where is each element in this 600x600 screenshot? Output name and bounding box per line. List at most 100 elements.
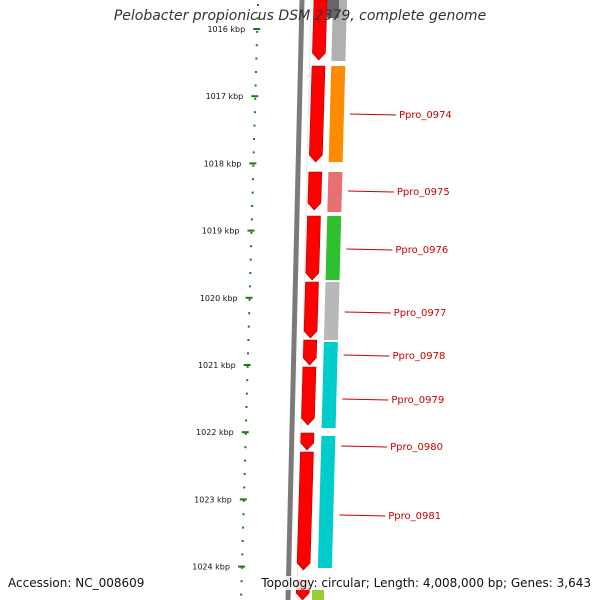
scale-tick-label: 1022 kbp [196, 428, 234, 437]
gene-leader-line [343, 354, 390, 357]
gene-label: Ppro_0974 [399, 110, 452, 121]
minor-tick [248, 312, 251, 315]
gene-label: Ppro_0978 [393, 351, 446, 362]
major-tick [253, 28, 261, 30]
minor-tick [243, 486, 246, 489]
minor-tick [240, 566, 243, 569]
minor-tick [248, 298, 251, 301]
minor-tick [253, 138, 256, 140]
cds-track-group [295, 0, 328, 600]
scale-tick-label: 1018 kbp [204, 159, 242, 168]
cog-block [327, 172, 343, 212]
cog-block [321, 342, 338, 428]
gene-labels-group: Ppro_0974 Ppro_0975 Ppro_0976 Ppro_0977 Ppro… [339, 110, 452, 522]
cds-arrow [303, 281, 319, 339]
gene-label: Ppro_0976 [395, 245, 448, 256]
cog-block-bottom [312, 590, 324, 600]
scale-tick-label: 1023 kbp [194, 495, 232, 504]
gene-label: Ppro_0975 [397, 187, 450, 198]
minor-tick [243, 473, 246, 475]
gene-label: Ppro_0981 [388, 511, 441, 522]
minor-tick [249, 272, 252, 274]
minor-tick [245, 392, 248, 395]
cds-arrow [309, 65, 326, 163]
minor-tick [241, 540, 244, 542]
minor-tick [242, 499, 245, 502]
scale-tick-label: 1016 kbp [207, 25, 245, 34]
minor-tick [256, 17, 259, 20]
major-tick [247, 229, 255, 232]
cds-arrow [301, 366, 317, 426]
minor-tick [246, 379, 249, 382]
minor-tick [256, 4, 259, 6]
gene-leader-line [349, 113, 396, 116]
scale-tick-label: 1024 kbp [192, 563, 230, 572]
cds-arrow [305, 215, 321, 281]
minor-tick [252, 151, 255, 154]
major-tick [249, 162, 257, 165]
major-tick [243, 364, 251, 366]
scale-tick-label: 1020 kbp [200, 294, 238, 303]
minor-tick [254, 84, 257, 87]
minor-tick [247, 325, 250, 328]
minor-tick [255, 44, 258, 47]
scale-tick-label: 1019 kbp [202, 227, 240, 236]
minor-tick [242, 526, 245, 529]
major-tick [245, 296, 253, 299]
genome-summary: Topology: circular; Length: 4,008,000 bp… [261, 576, 591, 590]
cds-arrow [300, 432, 315, 451]
gene-label: Ppro_0979 [391, 395, 444, 406]
scale-tick-label: 1017 kbp [206, 92, 244, 101]
minor-tick [251, 191, 254, 194]
cds-arrow [307, 171, 323, 211]
minor-tick [240, 580, 243, 583]
backbone-line [285, 0, 305, 600]
cog-block [323, 282, 340, 340]
major-tick [239, 498, 247, 501]
minor-tick [242, 513, 245, 516]
minor-tick [252, 164, 255, 167]
cog-track-group [312, 0, 347, 600]
minor-tick [250, 231, 253, 234]
minor-tick [254, 97, 257, 100]
minor-tick [254, 71, 257, 73]
cds-arrow [296, 451, 314, 571]
major-tick [241, 431, 249, 434]
gene-label: Ppro_0977 [394, 308, 447, 319]
minor-tick [251, 205, 254, 207]
gene-leader-line [339, 514, 386, 517]
cds-arrow [312, 0, 328, 61]
minor-tick [244, 446, 247, 449]
cog-block-top [327, 0, 339, 18]
minor-tick [250, 245, 253, 248]
minor-tick [248, 285, 251, 288]
minor-tick [247, 352, 250, 355]
minor-tick [256, 30, 259, 33]
minor-tick [246, 365, 249, 368]
minor-tick [249, 258, 252, 261]
minor-tick [243, 459, 246, 462]
scale-ticks-group: 1016 kbp 1017 kbp 1018 kbp 1019 kbp 1020 kbp… [192, 4, 261, 596]
minor-tick [240, 593, 243, 596]
cog-block [328, 66, 346, 162]
gene-leader-line [341, 445, 388, 448]
cog-block [317, 436, 336, 568]
gene-label: Ppro_0980 [390, 442, 443, 453]
gene-leader-line [342, 398, 389, 401]
minor-tick [244, 432, 247, 435]
major-tick [251, 95, 259, 98]
minor-tick [255, 57, 258, 60]
gene-leader-line [347, 190, 394, 193]
minor-tick [241, 553, 244, 556]
gene-leader-line [346, 248, 393, 251]
minor-tick [251, 178, 254, 181]
minor-tick [253, 111, 256, 114]
accession-label: Accession: NC_008609 [8, 576, 145, 590]
scale-tick-label: 1021 kbp [198, 361, 236, 370]
minor-tick [245, 419, 248, 422]
minor-tick [253, 124, 256, 127]
minor-tick [250, 218, 253, 221]
cog-block [325, 216, 342, 280]
cds-arrow [302, 339, 318, 366]
